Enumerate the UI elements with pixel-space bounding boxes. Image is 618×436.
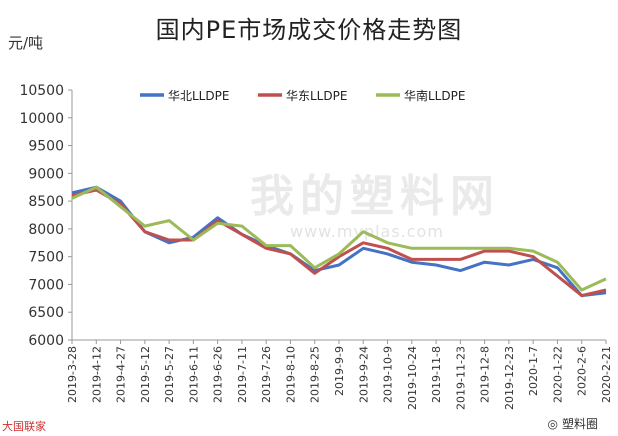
y-tick-label: 6000 [28, 333, 64, 349]
series-line-3 [71, 185, 607, 292]
x-tick-label: 2019-11-23 [454, 346, 467, 410]
chat-icon: ◎ [547, 416, 558, 431]
x-tick-label: 2019-10-9 [382, 346, 395, 403]
x-tick-label: 2019-5-27 [163, 346, 176, 403]
legend-label: 华北LLDPE [168, 89, 229, 103]
x-tick-label: 2019-7-11 [236, 346, 249, 403]
y-tick-label: 8000 [28, 222, 64, 238]
x-tick-label: 2019-4-12 [90, 346, 103, 403]
x-tick-label: 2019-10-24 [406, 346, 419, 410]
x-tick-label: 2019-9-9 [333, 346, 346, 396]
corner-right-mark: ◎ 塑料圈 [548, 415, 599, 432]
x-tick-label: 2020-1-22 [551, 346, 564, 403]
corner-left-mark: 大国联家 [2, 420, 46, 433]
series-line-1 [71, 185, 607, 298]
y-tick-label: 8500 [28, 194, 64, 210]
legend-label: 华东LLDPE [286, 89, 347, 103]
x-tick-label: 2019-3-28 [66, 346, 79, 403]
series-line-2 [71, 188, 607, 298]
x-tick-label: 2020-1-7 [527, 346, 540, 396]
x-tick-label: 2019-11-8 [430, 346, 443, 403]
x-tick-label: 2020-2-6 [576, 346, 589, 396]
x-tick-label: 2019-6-26 [212, 346, 225, 403]
watermark-brand: 我的塑料网 [250, 171, 500, 222]
y-tick-label: 10500 [19, 83, 64, 99]
y-tick-label: 9500 [28, 139, 64, 155]
y-tick-label: 7500 [28, 250, 64, 266]
watermark-site: www.myplas.com [290, 222, 444, 241]
chart-title: 国内PE市场成交价格走势图 [155, 16, 463, 44]
x-tick-label: 2019-8-25 [309, 346, 322, 403]
y-tick-label: 10000 [19, 111, 64, 127]
x-tick-label: 2020-2-21 [600, 346, 613, 403]
x-tick-label: 2019-12-23 [503, 346, 516, 410]
x-tick-label: 2019-4-27 [115, 346, 128, 403]
y-tick-label: 9000 [28, 166, 64, 182]
x-tick-label: 2019-5-12 [139, 346, 152, 403]
legend-label: 华南LLDPE [404, 88, 465, 103]
x-tick-label: 2019-7-26 [260, 346, 273, 403]
y-tick-label: 6500 [28, 305, 64, 321]
corner-right-label: 塑料圈 [561, 417, 598, 431]
y-tick-label: 7000 [28, 277, 64, 293]
x-tick-label: 2019-8-10 [284, 346, 297, 403]
x-tick-label: 2019-12-8 [479, 346, 492, 403]
x-tick-label: 2019-9-24 [357, 346, 370, 403]
y-axis-unit-label: 元/吨 [8, 34, 44, 52]
x-tick-label: 2019-6-11 [187, 346, 200, 403]
